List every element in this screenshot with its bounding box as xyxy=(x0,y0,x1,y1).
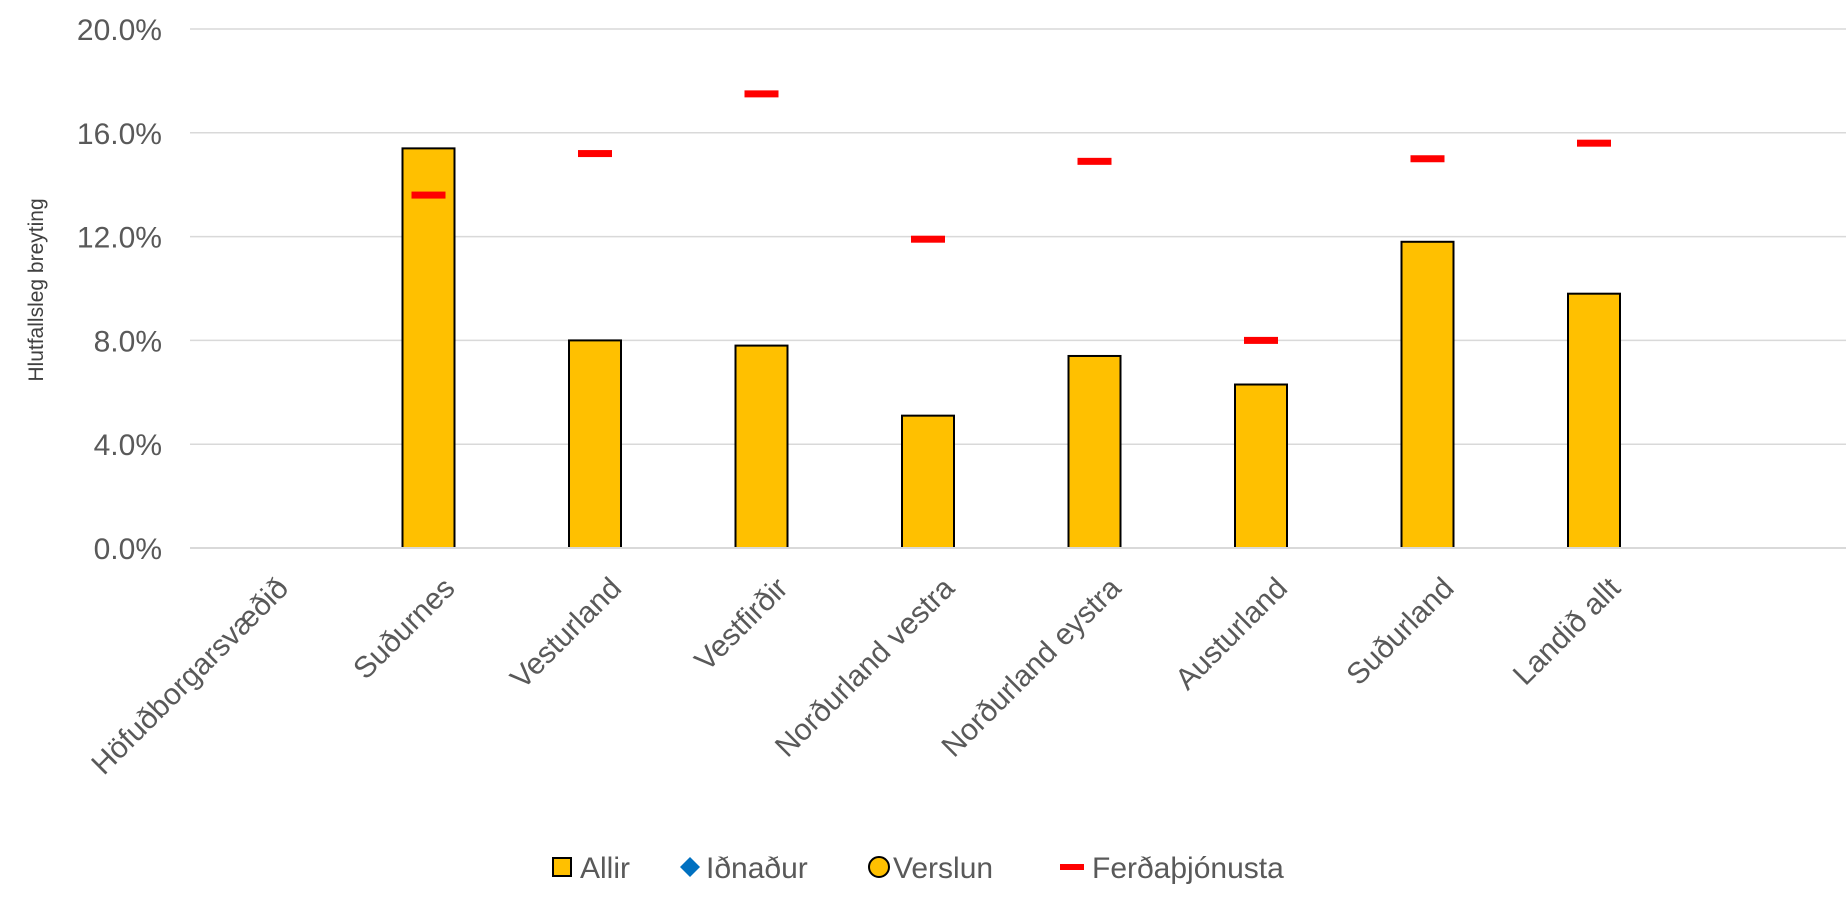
bar-allir xyxy=(568,339,622,549)
bar-allir xyxy=(1567,292,1621,549)
legend-label: Allir xyxy=(580,852,630,885)
marker-series xyxy=(411,90,1611,344)
y-tick-label: 12.0% xyxy=(77,222,162,255)
bar-allir xyxy=(1234,383,1288,550)
legend-label: Iðnaður xyxy=(706,852,808,885)
marker-ferdathjonusta xyxy=(911,235,945,243)
marker-ferdathjonusta xyxy=(1410,155,1445,163)
marker-ferdathjonusta xyxy=(1077,157,1112,165)
bar-allir xyxy=(901,414,955,549)
x-tick-label: Norðurland eystra xyxy=(936,571,1128,763)
legend-swatch-ferdathjonusta xyxy=(1060,864,1084,870)
x-tick-label: Austurland xyxy=(1169,572,1294,697)
legend: Allir Iðnaður Verslun Ferðaþjónusta xyxy=(552,852,1284,885)
bar-allir xyxy=(734,344,789,549)
x-tick-label: Vesturland xyxy=(504,572,628,696)
y-tick-label: 0.0% xyxy=(94,533,162,566)
legend-label: Verslun xyxy=(893,852,993,885)
y-tick-label: 20.0% xyxy=(77,14,162,47)
x-tick-label: Norðurland vestra xyxy=(769,571,961,763)
legend-swatch-allir xyxy=(552,857,572,877)
bar-allir xyxy=(1067,354,1122,549)
x-tick-label: Landið allt xyxy=(1507,571,1628,692)
bar-series xyxy=(401,147,1621,550)
legend-label: Ferðaþjónusta xyxy=(1092,852,1284,885)
x-tick-label: Suðurland xyxy=(1340,572,1460,692)
marker-ferdathjonusta xyxy=(1577,139,1611,147)
marker-ferdathjonusta xyxy=(744,90,779,98)
y-axis-title: Hlutfallsleg breyting xyxy=(25,198,48,381)
marker-ferdathjonusta xyxy=(411,191,446,199)
marker-ferdathjonusta xyxy=(1244,336,1278,344)
y-tick-label: 8.0% xyxy=(94,325,162,358)
bar-allir xyxy=(1400,240,1455,549)
y-tick-label: 16.0% xyxy=(77,118,162,151)
legend-swatch-verslun xyxy=(868,856,890,878)
bar-allir xyxy=(401,147,456,549)
x-tick-label: Suðurnes xyxy=(347,572,461,686)
legend-swatch-idnadur xyxy=(680,857,700,877)
y-tick-label: 4.0% xyxy=(94,429,162,462)
x-tick-label: Vestfirðir xyxy=(689,572,795,678)
x-tick-label: Höfuðborgarsvæðið xyxy=(85,572,295,782)
marker-ferdathjonusta xyxy=(578,150,612,158)
